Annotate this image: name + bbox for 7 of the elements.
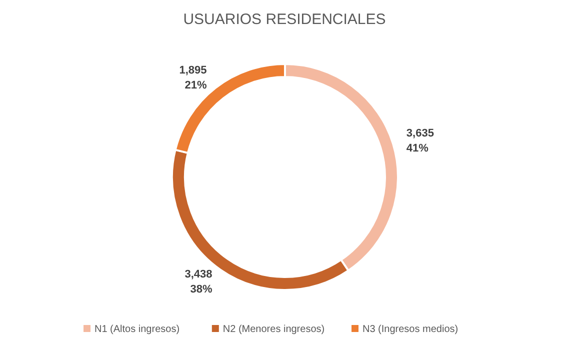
legend-label: N1 (Altos ingresos) xyxy=(94,324,180,335)
chart-title: USUARIOS RESIDENCIALES xyxy=(183,11,386,28)
data-label: 3,438 38% xyxy=(184,268,212,296)
data-label: 1,895 21% xyxy=(179,64,207,92)
legend-label: N3 (Ingresos medios) xyxy=(362,324,458,335)
legend-label: N2 (Menores ingresos) xyxy=(222,324,325,335)
data-label: 3,635 41% xyxy=(406,127,434,154)
